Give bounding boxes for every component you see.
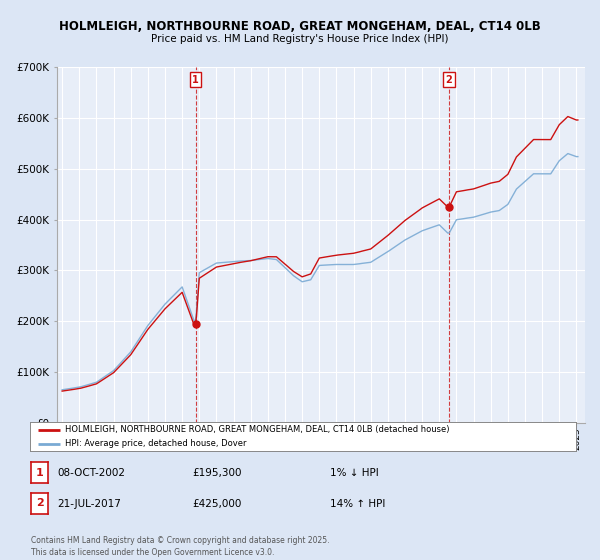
Text: HOLMLEIGH, NORTHBOURNE ROAD, GREAT MONGEHAM, DEAL, CT14 0LB: HOLMLEIGH, NORTHBOURNE ROAD, GREAT MONGE… bbox=[59, 20, 541, 32]
Text: 2: 2 bbox=[445, 74, 452, 85]
Text: Price paid vs. HM Land Registry's House Price Index (HPI): Price paid vs. HM Land Registry's House … bbox=[151, 34, 449, 44]
Text: 08-OCT-2002: 08-OCT-2002 bbox=[57, 468, 125, 478]
Text: Contains HM Land Registry data © Crown copyright and database right 2025.
This d: Contains HM Land Registry data © Crown c… bbox=[31, 536, 330, 557]
Text: HOLMLEIGH, NORTHBOURNE ROAD, GREAT MONGEHAM, DEAL, CT14 0LB (detached house): HOLMLEIGH, NORTHBOURNE ROAD, GREAT MONGE… bbox=[65, 426, 450, 435]
Text: 1: 1 bbox=[36, 468, 43, 478]
Text: £195,300: £195,300 bbox=[192, 468, 241, 478]
Text: 1% ↓ HPI: 1% ↓ HPI bbox=[330, 468, 379, 478]
Text: 21-JUL-2017: 21-JUL-2017 bbox=[57, 499, 121, 509]
Text: £425,000: £425,000 bbox=[192, 499, 241, 509]
Text: 14% ↑ HPI: 14% ↑ HPI bbox=[330, 499, 385, 509]
Text: 2: 2 bbox=[36, 498, 43, 508]
Text: HPI: Average price, detached house, Dover: HPI: Average price, detached house, Dove… bbox=[65, 439, 247, 449]
Text: 1: 1 bbox=[192, 74, 199, 85]
